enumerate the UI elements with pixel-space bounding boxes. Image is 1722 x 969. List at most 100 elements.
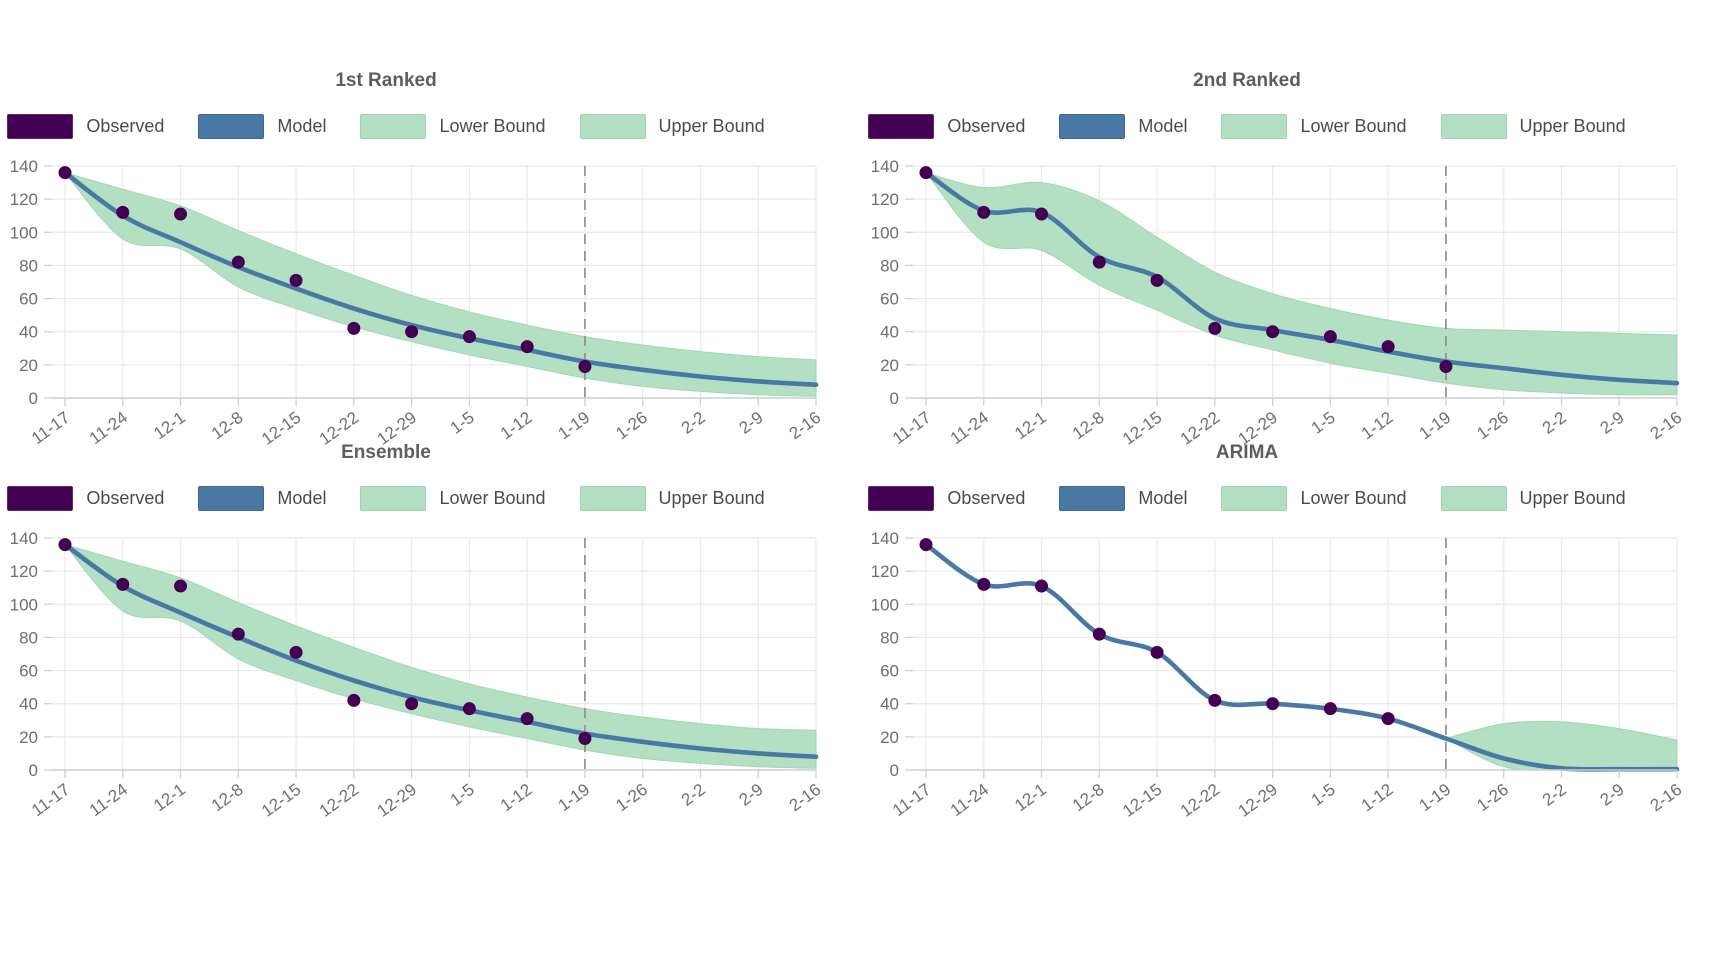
legend-swatch [1440,113,1507,139]
legend-item-lower-bound: Lower Bound [1221,485,1407,511]
tick-marks [905,537,1678,778]
y-tick-label: 0 [29,389,38,408]
observed-point [231,627,245,641]
legend-label: Model [277,487,327,508]
x-tick-label: 11-24 [86,780,131,820]
observed-point [1381,340,1395,354]
chart-title: 1st Ranked [335,70,437,91]
legend-item-upper-bound: Upper Bound [579,113,765,139]
y-tick-label: 140 [871,157,899,176]
observed-point [1035,207,1049,221]
y-tick-label: 40 [19,695,38,714]
legend-label: Model [1138,115,1188,136]
observed-point [977,577,991,591]
x-tick-label: 1-19 [1416,780,1455,815]
chart-title: Ensemble [341,442,431,463]
observed-point [1439,360,1453,374]
x-tick-label: 12-15 [258,780,304,821]
observed-point [462,702,476,716]
observed-point [919,166,933,180]
observed-point [405,325,419,339]
y-tick-label: 100 [871,223,899,242]
observed-point [520,340,534,354]
observed-points [919,538,1395,726]
y-tick-label: 80 [19,256,38,275]
chart-2nd-ranked: 2nd Ranked Observed Model Lower Bound Upper… [861,0,1722,449]
legend-label: Observed [947,115,1026,136]
y-tick-label: 20 [880,728,899,747]
legend-item-model: Model [1059,485,1188,511]
legend-swatch [7,113,74,139]
y-tick-label: 20 [19,728,38,747]
x-tick-label: 2-16 [1647,780,1686,815]
x-tick-label: 11-24 [947,780,992,820]
legend-swatch [579,113,646,139]
y-tick-label: 80 [880,628,899,647]
y-tick-label: 40 [19,323,38,342]
legend-label: Model [1138,487,1188,508]
legend-item-model: Model [1059,113,1188,139]
y-tick-label: 120 [871,562,899,581]
legend-item-lower-bound: Lower Bound [360,113,546,139]
legend: Observed Model Lower Bound Upper Bound [861,112,1633,140]
legend-label: Lower Bound [1300,115,1407,136]
observed-point [347,693,361,707]
legend-label: Model [277,115,327,136]
chart-header: 1st Ranked Observed Model Lower Bound Upper… [0,68,772,140]
legend-swatch [1221,113,1288,139]
y-tick-label: 140 [10,157,38,176]
plot-area: 0 20 40 60 80 100 120 140 11-17 11-24 12-1 12-8 12-1… [861,148,1722,460]
observed-points [58,166,592,374]
legend-swatch [868,113,935,139]
legend: Observed Model Lower Bound Upper Bound [861,484,1633,512]
chart-title: 2nd Ranked [1193,70,1301,91]
chart-title: ARIMA [1215,442,1279,463]
x-tick-label: 12-15 [1119,780,1165,821]
x-tick-label: 1-26 [612,780,651,815]
x-tick-label: 1-12 [1358,780,1397,815]
y-tick-label: 40 [880,695,899,714]
x-tick-label: 11-17 [28,780,73,820]
observed-point [578,360,592,374]
observed-point [977,205,991,219]
charts-grid: 1st Ranked Observed Model Lower Bound Upper… [0,0,1722,821]
y-tick-label: 0 [890,389,899,408]
y-tick-label: 120 [10,190,38,209]
legend-item-model: Model [198,485,327,511]
y-tick-label: 60 [880,662,899,681]
observed-point [405,697,419,711]
legend-swatch [1059,485,1126,511]
legend-item-observed: Observed [7,485,164,511]
chart-1st-ranked: 1st Ranked Observed Model Lower Bound Upper… [0,0,861,449]
x-tick-label: 12-22 [1177,780,1223,821]
observed-point [1150,645,1164,659]
confidence-band [63,543,817,769]
chart-header: Ensemble Observed Model Lower Bound Upper B… [0,440,772,512]
y-tick-label: 80 [19,628,38,647]
x-tick-label: 2-2 [1539,780,1570,810]
model-line [62,170,819,387]
legend-swatch [1059,113,1126,139]
observed-point [578,732,592,746]
legend-item-lower-bound: Lower Bound [1221,113,1407,139]
legend-label: Upper Bound [658,115,765,136]
legend-item-upper-bound: Upper Bound [1440,113,1626,139]
chart-header: ARIMA Observed Model Lower Bound Upper Boun… [861,440,1633,512]
x-tick-label: 12-1 [1011,780,1050,815]
x-tick-label: 12-29 [374,780,420,821]
y-tick-label: 20 [880,356,899,375]
observed-point [1092,255,1106,269]
y-tick-label: 60 [19,290,38,309]
observed-point [58,538,72,552]
chart-arima: ARIMA Observed Model Lower Bound Upper Boun… [861,372,1722,821]
observed-point [1381,712,1395,726]
x-tick-label: 2-2 [678,780,709,810]
observed-points [919,166,1453,374]
observed-point [1150,273,1164,287]
legend-swatch [579,485,646,511]
y-tick-label: 60 [880,290,899,309]
